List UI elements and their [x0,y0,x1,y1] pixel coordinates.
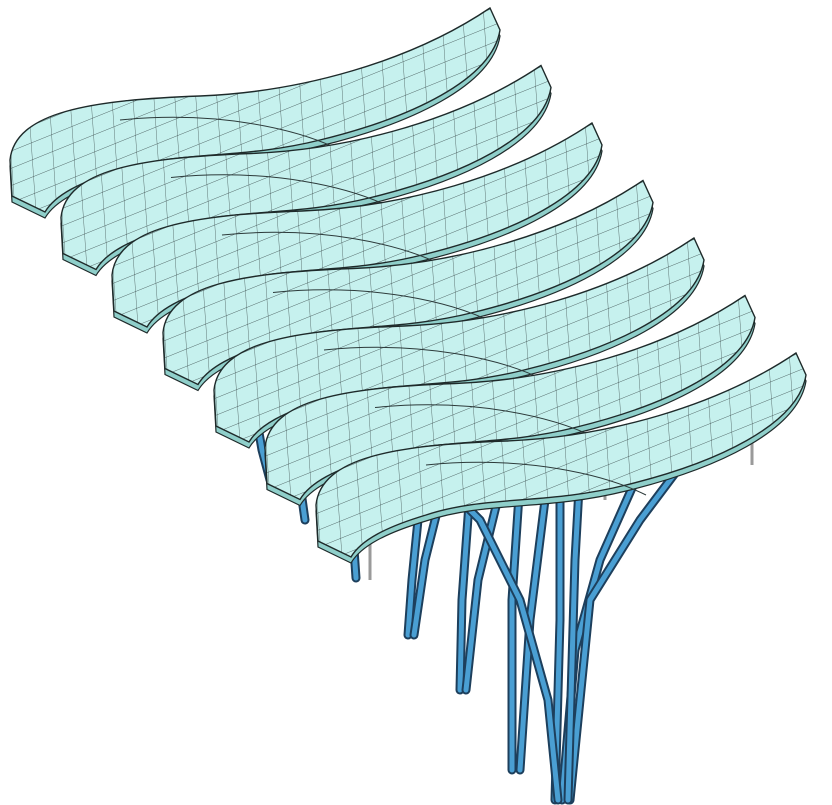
column [463,487,503,693]
column [405,497,423,638]
canopy-surface [315,351,807,558]
canopy-ridge [374,404,596,438]
canopy-ridge [323,346,545,381]
canopies [9,6,807,564]
canopy-ridge [119,116,341,151]
column [411,497,443,638]
canopy-ridge [425,461,647,496]
column [552,477,563,803]
column [567,437,703,803]
canopy-ridge [272,289,494,323]
canopy-ridge [170,174,392,208]
canopy-row [315,351,807,564]
columns [245,375,705,805]
column [509,477,523,773]
canopy-ridge [221,231,443,266]
column [457,487,473,693]
